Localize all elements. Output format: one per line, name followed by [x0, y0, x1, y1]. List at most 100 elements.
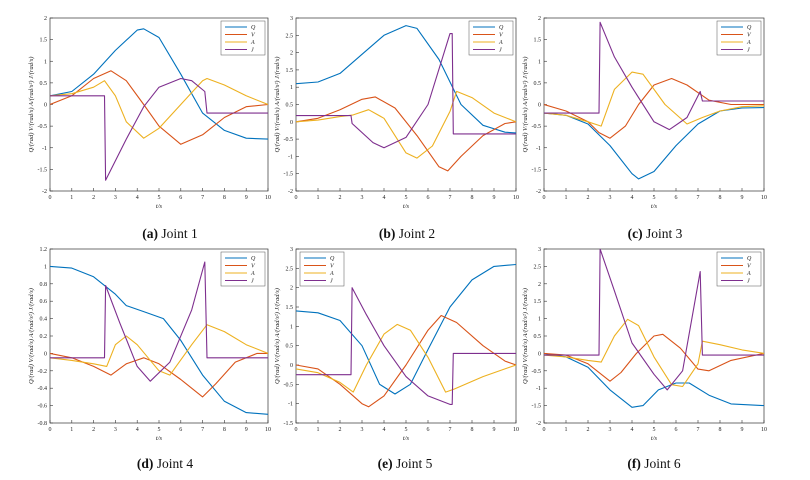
caption-text: Joint 4	[157, 456, 194, 471]
caption-letter: (c)	[628, 226, 643, 241]
x-tick-label: 0	[49, 195, 52, 201]
y-tick-label: -0.5	[38, 124, 48, 130]
legend-entry-J: J	[330, 279, 333, 285]
series-line-A	[544, 318, 764, 388]
x-tick-label: 0	[543, 427, 546, 433]
y-tick-label: -1	[536, 386, 541, 392]
panel-caption: (b) Joint 2	[379, 226, 435, 241]
legend-entry-A: A	[329, 271, 334, 277]
panel-caption: (a) Joint 1	[142, 226, 198, 241]
series-line-J	[296, 287, 516, 405]
legend-entry-A: A	[250, 271, 255, 277]
y-tick-label: 1.5	[40, 38, 48, 44]
legend-entry-V: V	[251, 264, 256, 270]
series-line-A	[296, 323, 516, 393]
legend-entry-J: J	[499, 48, 502, 54]
legend-entry-A: A	[746, 40, 751, 46]
legend-entry-Q: Q	[747, 256, 752, 262]
x-tick-label: 3	[361, 195, 364, 201]
panel-caption: (d) Joint 4	[137, 456, 194, 471]
series-line-J	[50, 261, 268, 382]
series-line-Q	[50, 28, 268, 140]
x-tick-label: 3	[114, 427, 117, 433]
x-tick-label: 1	[565, 195, 568, 201]
x-tick-label: 5	[158, 195, 161, 201]
x-tick-label: 9	[741, 195, 744, 201]
x-tick-label: 8	[719, 427, 722, 433]
series-line-J	[544, 21, 764, 131]
series-line-Q	[296, 25, 516, 134]
x-tick-label: 6	[427, 195, 430, 201]
x-tick-label: 4	[136, 427, 139, 433]
y-tick-label: 2	[538, 16, 541, 22]
x-tick-label: 10	[761, 195, 767, 201]
y-tick-label: -0.4	[38, 386, 48, 392]
x-tick-label: 10	[761, 427, 767, 433]
x-tick-label: 4	[383, 427, 386, 433]
x-tick-label: 5	[653, 195, 656, 201]
panel-caption: (e) Joint 5	[378, 456, 433, 471]
chart-panel-6: 0 1 2 3 4 5 6 7 8 9 10 -2 -1.5 -1 -0.5 0 0.5 1 1.5 2 2.5 3 t/s…	[522, 247, 767, 471]
x-tick-label: 0	[543, 195, 546, 201]
x-tick-label: 7	[697, 427, 700, 433]
y-tick-label: 1	[290, 85, 293, 91]
x-tick-label: 9	[245, 195, 248, 201]
y-tick-label: 0.5	[534, 334, 542, 340]
y-tick-label: 0.6	[40, 299, 48, 305]
y-tick-label: -2	[288, 189, 293, 195]
legend-entry-A: A	[746, 271, 751, 277]
y-tick-label: 2.5	[286, 33, 294, 39]
caption-letter: (e)	[378, 456, 393, 471]
series-line-Q	[296, 263, 516, 395]
y-axis-label: Q/(rad) V/(rad/s) A/(rad/s²) J/(rad/s)	[28, 57, 35, 153]
x-tick-label: 5	[653, 427, 656, 433]
y-tick-label: -1.5	[38, 167, 48, 173]
x-tick-label: 0	[295, 195, 298, 201]
y-tick-label: 0.5	[286, 344, 294, 350]
legend-entry-J: J	[747, 279, 750, 285]
y-tick-label: -2	[42, 189, 47, 195]
chart-panel-4: 0 1 2 3 4 5 6 7 8 9 10 -0.8 -0.6 -0.4 -0.2 0 0.2 0.4 0.6 0.…	[28, 247, 271, 471]
y-tick-label: 0.4	[40, 317, 48, 323]
y-tick-label: 0	[538, 103, 541, 109]
x-tick-label: 2	[587, 195, 590, 201]
y-tick-label: 1	[538, 59, 541, 65]
y-tick-label: -0.6	[38, 404, 48, 410]
chart-panel-5: 0 1 2 3 4 5 6 7 8 9 10 -1.5 -1 -0.5 0 0.5 1 1.5 2 2.5 3 t/s Q/…	[274, 247, 519, 471]
y-tick-label: -0.5	[284, 382, 294, 388]
y-tick-label: -1.5	[532, 167, 542, 173]
series-line-A	[50, 324, 268, 376]
x-axis-label: t/s	[651, 203, 658, 210]
y-tick-label: -1.5	[284, 172, 294, 178]
x-tick-label: 6	[675, 427, 678, 433]
x-tick-label: 3	[114, 195, 117, 201]
y-tick-label: -0.5	[532, 124, 542, 130]
x-tick-label: 9	[741, 427, 744, 433]
y-tick-label: 1.5	[286, 68, 294, 74]
x-tick-label: 5	[405, 427, 408, 433]
x-tick-label: 3	[609, 195, 612, 201]
y-tick-label: -1.5	[532, 404, 542, 410]
legend-entry-J: J	[747, 48, 750, 54]
y-tick-label: 2.5	[534, 264, 542, 270]
series-line-V	[296, 96, 516, 172]
x-tick-label: 7	[449, 427, 452, 433]
x-axis-label: t/s	[403, 203, 410, 210]
series-line-J	[50, 77, 268, 181]
y-tick-label: 0	[290, 120, 293, 126]
chart-panel-1: 0 1 2 3 4 5 6 7 8 9 10 -2 -1.5 -1 -0.5 0 0.5 1 1.5 2 t/s Q/(r…	[28, 16, 271, 241]
caption-letter: (a)	[142, 226, 158, 241]
y-tick-label: 0.5	[40, 81, 48, 87]
y-tick-label: -0.5	[532, 369, 542, 375]
y-tick-label: 3	[290, 16, 293, 22]
x-tick-label: 7	[201, 427, 204, 433]
legend-entry-Q: Q	[499, 25, 504, 31]
x-tick-label: 8	[471, 427, 474, 433]
caption-letter: (f)	[627, 456, 641, 471]
x-tick-label: 2	[339, 427, 342, 433]
y-tick-label: 0	[44, 351, 47, 357]
series-line-V	[544, 333, 764, 382]
